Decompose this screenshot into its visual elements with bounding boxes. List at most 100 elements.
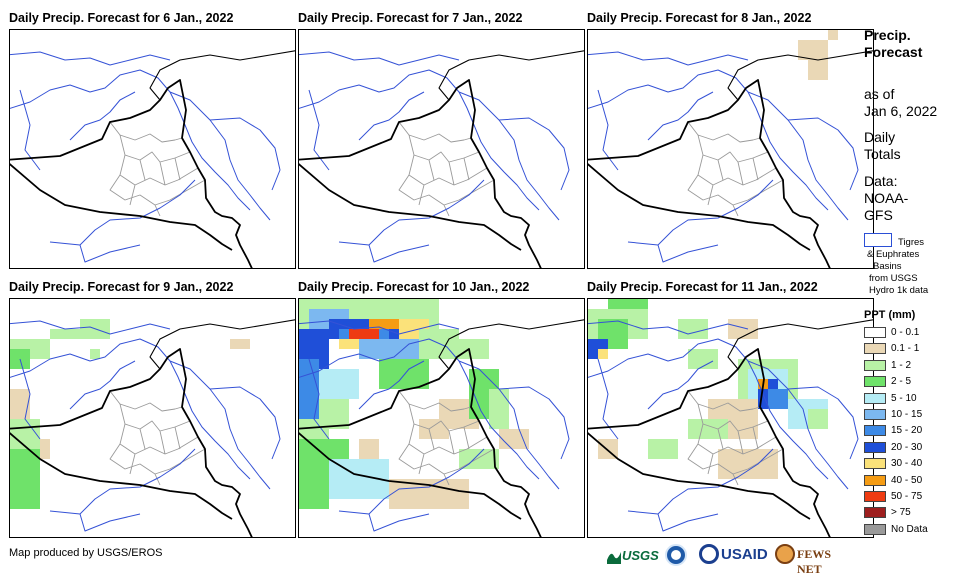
basin-outline — [19, 89, 41, 171]
basin-outline — [657, 513, 719, 532]
province-boundaries — [398, 390, 495, 486]
basin-outline — [10, 69, 251, 211]
basin-outline — [10, 51, 171, 66]
precip-cell — [299, 359, 319, 419]
ppt-legend-swatch — [864, 441, 886, 453]
ppt-legend-label: > 75 — [891, 507, 911, 519]
ppt-legend-label: 2 - 5 — [891, 376, 912, 388]
panel-title-11jan: Daily Precip. Forecast for 11 Jan., 2022 — [587, 280, 818, 294]
precip-cell — [678, 319, 708, 339]
ppt-legend-label: 0 - 0.1 — [891, 327, 920, 338]
ppt-legend-label: 40 - 50 — [891, 474, 923, 486]
iraq-border — [299, 163, 522, 251]
basin-outline — [209, 117, 281, 191]
precip-cell — [90, 349, 100, 359]
province-boundaries — [109, 390, 206, 486]
ppt-legend-swatch — [864, 392, 886, 404]
iraq-border — [299, 432, 522, 520]
basin-outline — [299, 320, 460, 335]
province-boundaries — [687, 390, 784, 486]
ppt-legend-label: No Data — [891, 523, 928, 535]
map-canvas — [10, 50, 295, 268]
precip-cell — [349, 329, 379, 339]
precip-cell — [489, 389, 509, 429]
basin-outline — [498, 117, 570, 191]
precip-cell — [299, 469, 329, 509]
ppt-legend-swatch — [864, 491, 886, 502]
sidebar-totals: Daily Totals — [864, 129, 901, 162]
iraq-border — [10, 348, 253, 537]
basin-outline — [458, 91, 560, 221]
map-canvas — [588, 299, 873, 537]
basin-outline — [19, 358, 41, 440]
iraq-border — [10, 79, 253, 268]
precip-cell — [808, 409, 828, 429]
basin-outline — [299, 338, 540, 480]
iraq-border — [588, 432, 811, 520]
ppt-legend-swatch — [864, 359, 886, 371]
basin-outline — [169, 91, 271, 221]
basin-outline — [647, 360, 714, 410]
basin-outline — [169, 360, 271, 490]
basin-outline — [308, 89, 330, 171]
precip-cell — [10, 449, 40, 509]
basin-outline — [49, 179, 196, 246]
iraq-border — [588, 79, 831, 268]
precip-cell — [359, 439, 379, 459]
fewsnet-seal-icon — [775, 544, 795, 564]
basin-outline — [498, 386, 570, 460]
fewsnet-logo: FEWS NET — [797, 547, 832, 576]
usaid-seal-icon — [699, 544, 719, 564]
precip-cell — [419, 419, 449, 439]
precip-cell — [828, 30, 838, 40]
country-border — [149, 50, 295, 101]
iraq-border — [10, 432, 233, 520]
basin-outline — [10, 320, 171, 335]
map-canvas — [588, 30, 873, 268]
precip-cell — [728, 319, 758, 339]
panel-title-8jan: Daily Precip. Forecast for 8 Jan., 2022 — [587, 11, 812, 25]
precip-cell — [319, 399, 349, 429]
usaid-logo: USAID — [721, 546, 768, 563]
basin-outline — [647, 91, 714, 141]
basin-outline — [338, 448, 485, 515]
ppt-legend-swatch — [864, 458, 886, 470]
ppt-legend-swatch — [864, 327, 886, 338]
precip-cell — [230, 339, 250, 349]
precip-cell — [459, 339, 489, 359]
precip-cell — [648, 439, 678, 459]
basin-outline — [69, 360, 136, 410]
basin-outline — [358, 91, 425, 141]
ppt-legend-label: 20 - 30 — [891, 441, 923, 453]
basin-outline — [747, 91, 849, 221]
ppt-legend-swatch — [864, 523, 886, 535]
panel-title-6jan: Daily Precip. Forecast for 6 Jan., 2022 — [9, 11, 234, 25]
basin-outline — [588, 69, 829, 211]
map-7jan — [298, 29, 585, 269]
basin-outline — [588, 51, 749, 66]
country-border — [438, 50, 584, 101]
map-10jan — [298, 298, 585, 538]
precip-cell — [808, 60, 828, 80]
precip-cell — [419, 329, 459, 359]
country-border — [727, 50, 873, 101]
basin-outline — [627, 448, 774, 515]
precip-cell — [608, 299, 648, 309]
country-border — [438, 319, 584, 370]
basin-outline — [368, 244, 430, 263]
country-border — [727, 319, 873, 370]
iraq-border — [299, 348, 542, 537]
precip-cell — [389, 479, 469, 509]
basin-legend-text: Tigres & Euphrates Basins from USGS Hydr… — [867, 237, 929, 296]
ppt-legend-swatch — [864, 343, 886, 355]
iraq-border — [588, 163, 811, 251]
map-canvas — [10, 319, 295, 537]
basin-outline — [588, 320, 749, 335]
logo-strip: USGS USAID FEWS NET — [607, 543, 857, 576]
footer-credit: Map produced by USGS/EROS — [9, 547, 163, 559]
basin-outline — [10, 338, 251, 480]
country-border — [149, 319, 295, 370]
ppt-legend-swatch — [864, 376, 886, 388]
ppt-legend-label: 10 - 15 — [891, 409, 923, 420]
basin-swatch — [864, 233, 892, 247]
